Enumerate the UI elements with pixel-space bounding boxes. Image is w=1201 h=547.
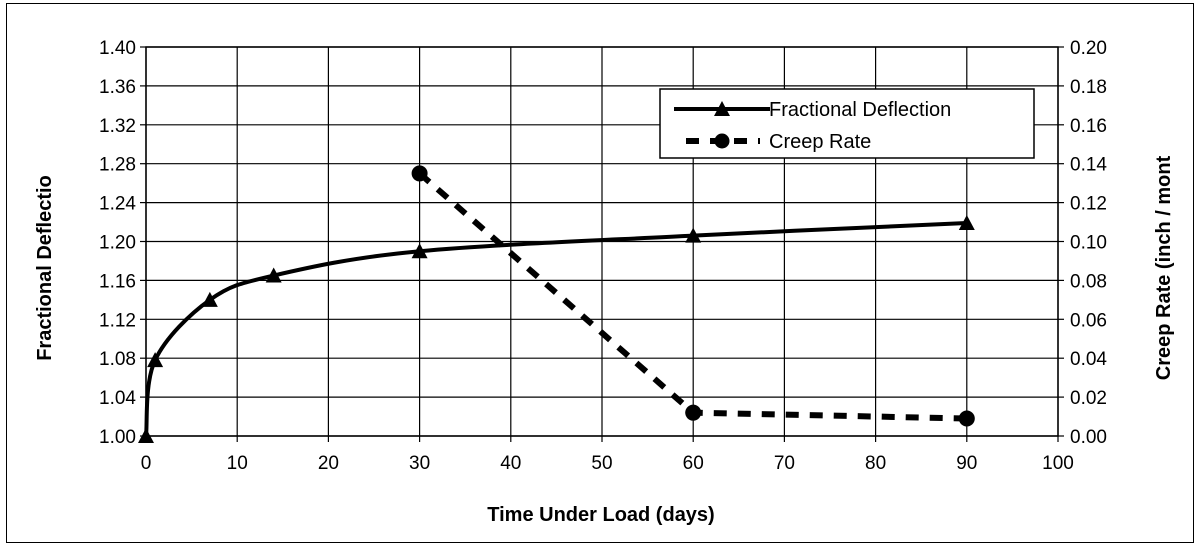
y-tick-label: 1.40 xyxy=(99,38,136,59)
legend-deflection-marker xyxy=(714,101,730,116)
x-tick-labels: 0 10 20 30 40 50 60 70 80 90 100 xyxy=(141,436,1074,474)
y2-tick-label: 0.12 xyxy=(1070,194,1107,215)
y2-tick-label: 0.04 xyxy=(1070,349,1107,370)
creep-rate-point xyxy=(411,165,428,182)
x-tick-label: 10 xyxy=(227,453,248,474)
y2-tick-label: 0.14 xyxy=(1070,155,1107,176)
y-tick-label: 1.12 xyxy=(99,310,136,331)
y-tick-label: 1.36 xyxy=(99,77,136,98)
y2-tick-label: 0.02 xyxy=(1070,388,1107,409)
x-tick-label: 40 xyxy=(500,453,521,474)
y2-tick-label: 0.00 xyxy=(1070,427,1107,448)
x-tick-label: 100 xyxy=(1042,453,1074,474)
x-tick-label: 0 xyxy=(141,453,152,474)
y2-tick-labels: 0.00 0.02 0.04 0.06 0.08 0.10 0.12 0.14 0.16 0.18… xyxy=(1058,38,1107,448)
x-tick-label: 20 xyxy=(318,453,339,474)
y-tick-label: 1.16 xyxy=(99,271,136,292)
y2-tick-label: 0.18 xyxy=(1070,77,1107,98)
deflection-point xyxy=(265,267,282,283)
series-fractional-deflection-line xyxy=(144,221,967,437)
x-tick-label: 80 xyxy=(865,453,886,474)
x-tick-label: 50 xyxy=(591,453,612,474)
y-tick-label: 1.32 xyxy=(99,116,136,137)
y2-tick-label: 0.16 xyxy=(1070,116,1107,137)
deflection-point xyxy=(411,243,428,259)
y-tick-label: 1.04 xyxy=(99,388,136,409)
y-tick-label: 1.08 xyxy=(99,349,136,370)
y2-tick-label: 0.08 xyxy=(1070,271,1107,292)
y-tick-label: 1.28 xyxy=(99,155,136,176)
legend-creep-marker xyxy=(714,133,730,149)
y2-axis-title: Creep Rate (inch / mont xyxy=(1153,155,1175,380)
legend-creep-label: Creep Rate xyxy=(769,131,871,153)
y-tick-label: 1.24 xyxy=(99,194,136,215)
series-layer xyxy=(138,165,975,443)
creep-rate-point xyxy=(685,404,702,421)
x-tick-label: 60 xyxy=(683,453,704,474)
creep-rate-point xyxy=(958,410,975,427)
y-axis-title: Fractional Deflectio xyxy=(34,175,56,361)
y2-tick-label: 0.06 xyxy=(1070,310,1107,331)
x-tick-label: 90 xyxy=(956,453,977,474)
y2-tick-label: 0.20 xyxy=(1070,38,1107,59)
legend: Fractional Deflection Creep Rate xyxy=(659,88,1035,159)
x-tick-label: 30 xyxy=(409,453,430,474)
deflection-point xyxy=(201,291,218,307)
deflection-point xyxy=(958,215,975,231)
x-tick-label: 70 xyxy=(774,453,795,474)
deflection-point xyxy=(147,352,164,368)
deflection-point xyxy=(685,227,702,243)
y-tick-labels: 1.00 1.04 1.08 1.12 1.16 1.20 1.24 1.28 1.32 1.36… xyxy=(99,38,146,448)
x-axis-title: Time Under Load (days) xyxy=(487,504,714,526)
y-tick-label: 1.00 xyxy=(99,427,136,448)
y2-tick-label: 0.10 xyxy=(1070,233,1107,254)
y-tick-label: 1.20 xyxy=(99,233,136,254)
legend-deflection-label: Fractional Deflection xyxy=(769,99,951,121)
deflection-point xyxy=(138,428,154,443)
